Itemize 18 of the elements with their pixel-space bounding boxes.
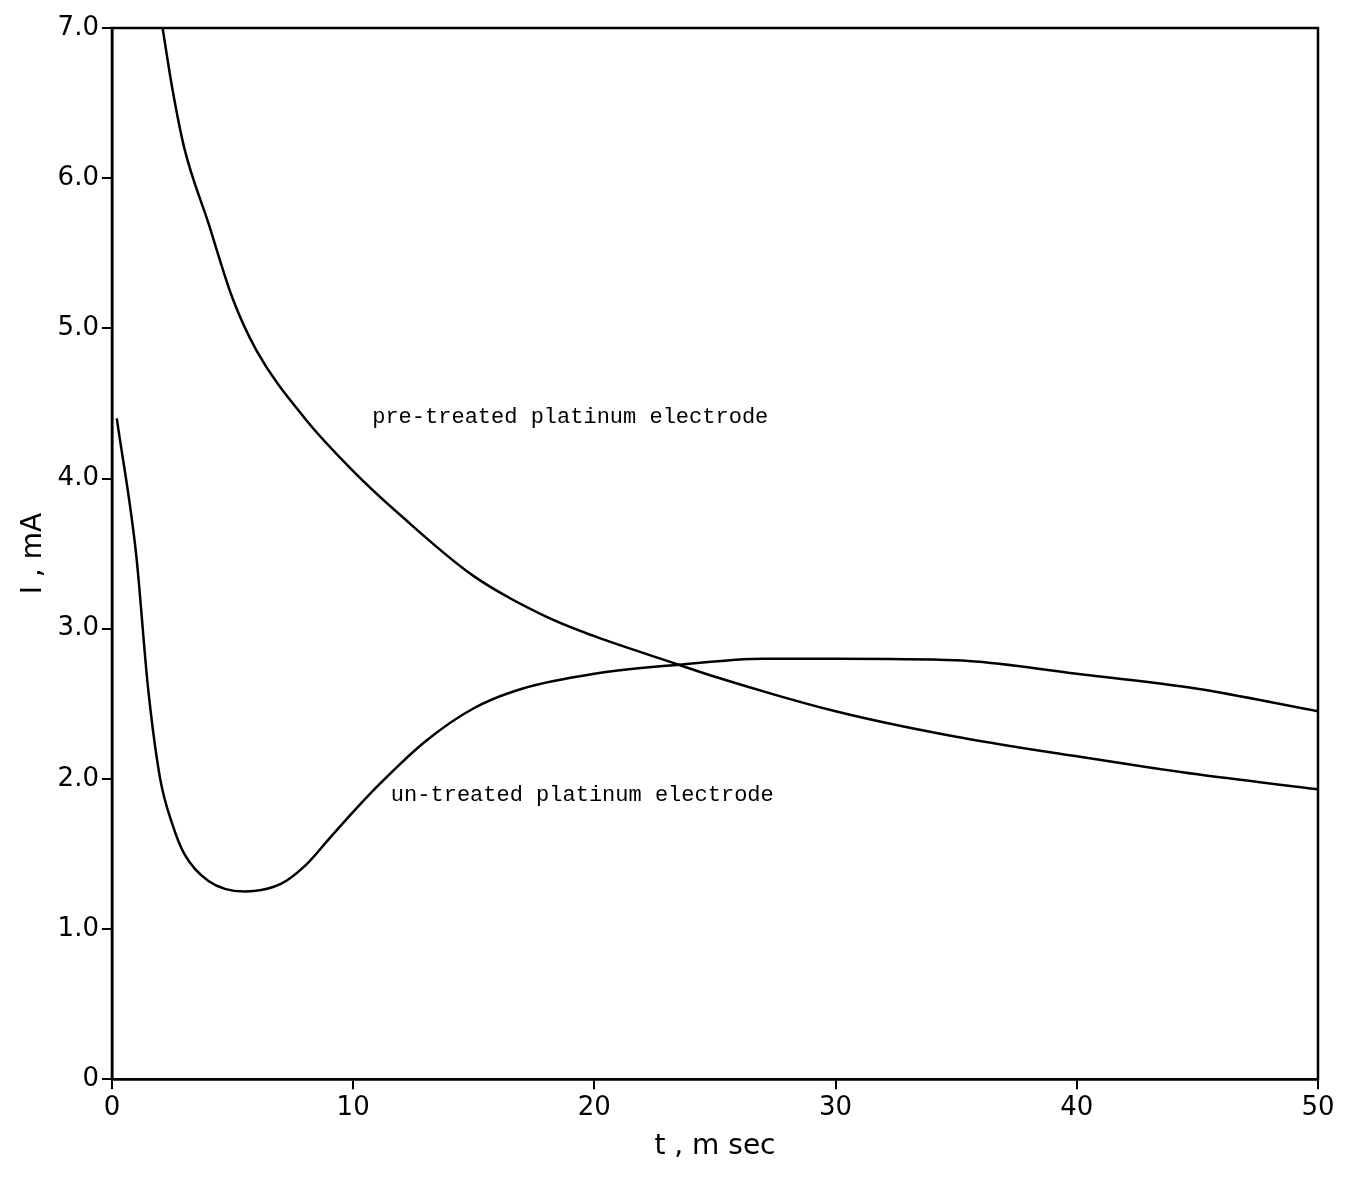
y-tick-label: 6.0 bbox=[57, 160, 99, 191]
series-label: un-treated platinum electrode bbox=[390, 783, 774, 809]
y-tick-label: 0 bbox=[82, 1061, 99, 1092]
x-axis-title: t , m sec bbox=[654, 1128, 776, 1162]
x-tick-label: 30 bbox=[819, 1090, 853, 1121]
y-tick-label: 2.0 bbox=[57, 761, 99, 792]
series-label: pre-treated platinum electrode bbox=[372, 404, 769, 430]
y-tick-label: 7.0 bbox=[57, 10, 99, 41]
x-tick-label: 40 bbox=[1060, 1090, 1094, 1121]
x-tick-label: 20 bbox=[577, 1090, 611, 1121]
x-tick-label: 50 bbox=[1301, 1090, 1335, 1121]
x-tick-label: 10 bbox=[336, 1090, 370, 1121]
y-tick-label: 3.0 bbox=[57, 611, 99, 642]
y-tick-label: 5.0 bbox=[57, 311, 99, 342]
x-tick-label: 0 bbox=[103, 1090, 121, 1121]
y-tick-label: 1.0 bbox=[57, 911, 99, 942]
y-tick-label: 4.0 bbox=[57, 461, 99, 492]
y-axis-title: I , mA bbox=[15, 512, 49, 595]
